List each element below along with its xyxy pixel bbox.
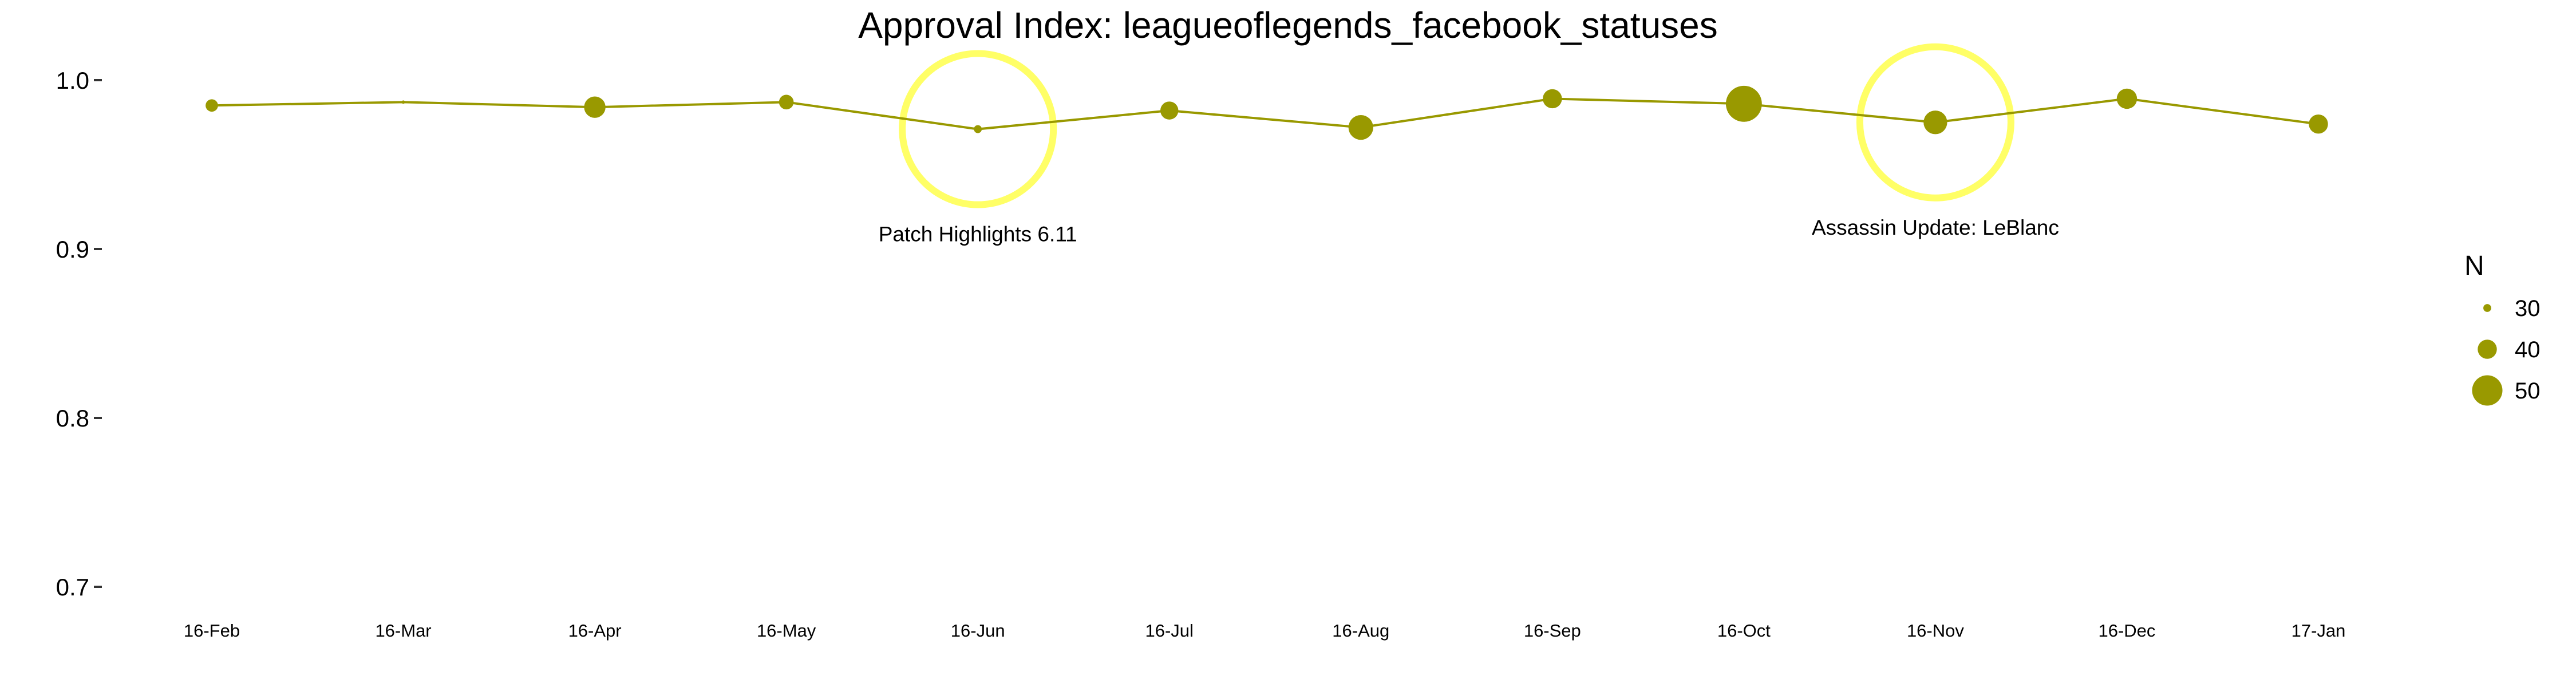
legend-key <box>2472 375 2503 406</box>
x-tick-label: 16-Oct <box>1717 621 1771 641</box>
annotation-label: Patch Highlights 6.11 <box>879 223 1077 246</box>
data-point <box>974 125 982 133</box>
data-point <box>2116 88 2138 109</box>
x-axis: 16-Feb 16-Mar 16-Apr 16-May 16-Jun 16-Jul 16-A… <box>184 621 2346 641</box>
legend-label: 40 <box>2515 337 2541 362</box>
data-point <box>1543 89 1562 109</box>
x-tick-label: 16-Feb <box>184 621 240 641</box>
data-point <box>584 96 606 118</box>
annotation-highlight-circle <box>899 50 1057 208</box>
y-axis: 0.7 0.8 0.9 1.0 <box>56 67 102 601</box>
data-point <box>779 94 794 110</box>
legend-key <box>2483 304 2491 312</box>
x-tick-label: 16-Nov <box>1907 621 1964 641</box>
data-point <box>2309 114 2328 134</box>
x-tick-label: 16-Apr <box>568 621 622 641</box>
data-point <box>401 100 405 104</box>
legend-label: 30 <box>2515 296 2541 321</box>
x-tick-label: 16-Aug <box>1332 621 1389 641</box>
x-tick-label: 16-Jun <box>951 621 1005 641</box>
x-tick-label: 17-Jan <box>2291 621 2346 641</box>
data-point <box>1725 85 1762 122</box>
legend-label: 50 <box>2515 378 2541 404</box>
data-point <box>1923 110 1947 135</box>
data-point <box>206 99 218 112</box>
data-points <box>206 85 2328 140</box>
y-tick-label: 0.8 <box>56 405 89 432</box>
series-polyline <box>211 97 2319 131</box>
annotation-highlights <box>899 43 2014 208</box>
y-tick-label: 1.0 <box>56 67 89 94</box>
annotation-label: Assassin Update: LeBlanc <box>1812 216 2059 239</box>
x-tick-label: 16-Jul <box>1145 621 1194 641</box>
legend-key <box>2478 339 2497 359</box>
size-legend: N 30 40 50 <box>2464 251 2541 406</box>
y-tick-label: 0.9 <box>56 236 89 263</box>
series-line <box>211 97 2319 131</box>
annotation-highlight-circle <box>1856 43 2014 202</box>
data-point <box>1348 114 1373 140</box>
legend-title: N <box>2464 251 2484 281</box>
x-tick-label: 16-Mar <box>375 621 431 641</box>
data-point <box>1160 101 1179 120</box>
x-tick-label: 16-Dec <box>2098 621 2155 641</box>
annotation-labels: Patch Highlights 6.11 Assassin Update: Le… <box>879 216 2059 246</box>
x-tick-label: 16-Sep <box>1524 621 1581 641</box>
y-tick-label: 0.7 <box>56 574 89 601</box>
chart-title: Approval Index: leagueoflegends_facebook… <box>858 5 1718 46</box>
x-tick-label: 16-May <box>757 621 816 641</box>
